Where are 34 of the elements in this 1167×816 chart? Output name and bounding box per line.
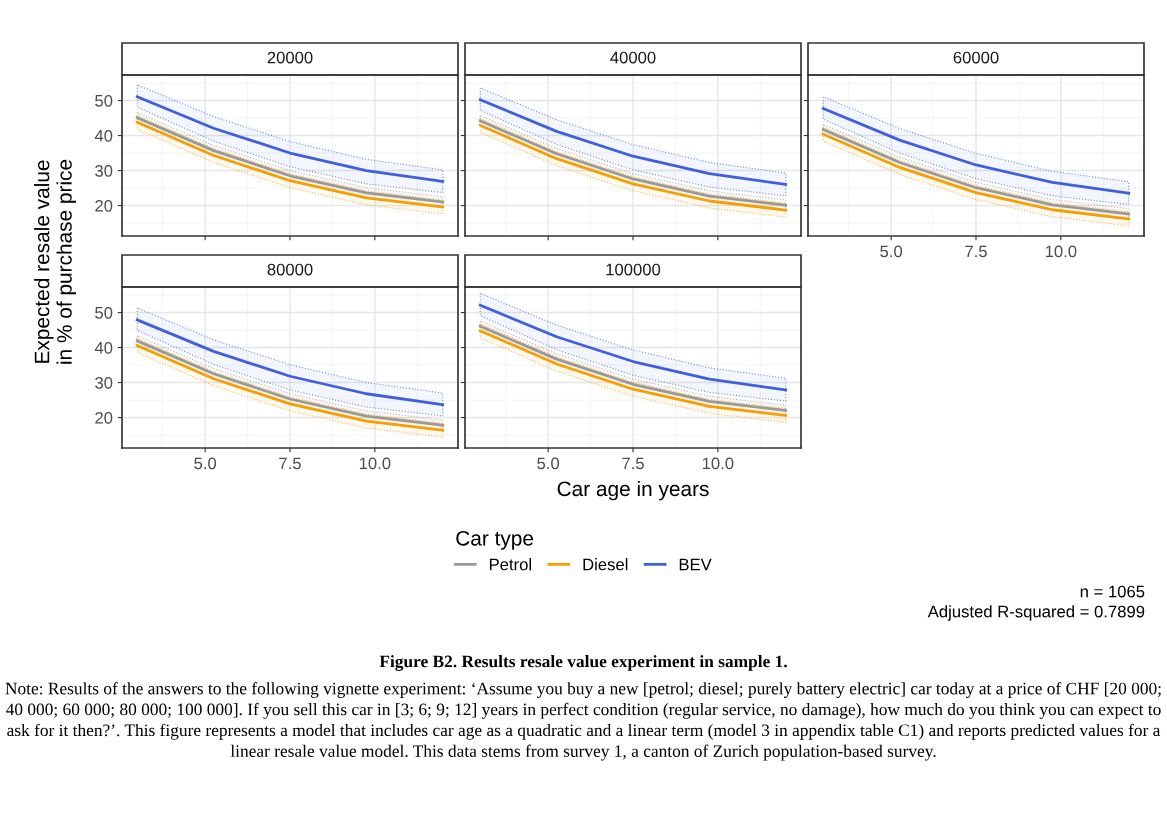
text: Adjusted R-squared = 0.7899: [927, 605, 1145, 621]
text: Note: Results of the answers to the following vignette experiment: ‘Assume you buy a new [petrol; diesel; purely battery electric] car today at a price of CHF [20 000; 40 000; 60 000; 80 000; 100 000]. If you sell this car in [3; 6; 9; 12] years in perfect condition (regular service, no damage), how much do you think you can expect to ask for it then?’. This figure represents a model that includes car age as a quadratic and a linear term (model 3 in appendix table C1) and reports predicted values for a linear resale value model. This data stems from survey 1, a canton of Zurich population-based survey.: [5, 682, 1161, 761]
y-tick-label: 50: [95, 306, 113, 319]
chart-title: 100000: [606, 263, 661, 276]
y-axis-title: Expected resale value in % of purchase price: [34, 159, 76, 364]
line-series: [135, 95, 445, 183]
x-tick-label: 10.0: [1045, 245, 1077, 258]
y-tick-label: 30: [95, 376, 113, 389]
x-tick-label: 5.0: [537, 457, 560, 470]
x-tick-label: 7.5: [622, 457, 644, 470]
y-tick-label: 40: [94, 129, 113, 142]
chart-title: 20000: [267, 51, 313, 64]
chart-title: 60000: [953, 51, 999, 64]
text: n = 1065: [1080, 585, 1145, 598]
chart-title: 40000: [610, 51, 656, 64]
legend-label: BEV: [679, 558, 712, 571]
chart-title: 80000: [267, 263, 313, 276]
x-tick-label: 7.5: [965, 245, 987, 258]
legend-label: Petrol: [489, 558, 531, 571]
x-tick-label: 10.0: [702, 457, 734, 470]
x-tick-label: 5.0: [194, 457, 217, 470]
x-tick-label: 7.5: [279, 457, 301, 470]
y-tick-label: 40: [94, 341, 113, 354]
x-tick-label: 10.0: [359, 457, 391, 470]
x-axis-title: Car age in years: [557, 480, 709, 501]
x-tick-label: 5.0: [880, 245, 903, 258]
legend-label: Diesel: [583, 558, 628, 571]
y-tick-label: 20: [95, 199, 113, 212]
y-tick-label: 30: [95, 164, 113, 177]
y-tick-label: 20: [95, 411, 113, 424]
legend-title: Car type: [456, 530, 534, 550]
y-tick-label: 50: [95, 94, 113, 107]
caption: Figure B2. Results resale value experiment in sample 1.: [379, 655, 787, 671]
line-series: [135, 318, 445, 406]
